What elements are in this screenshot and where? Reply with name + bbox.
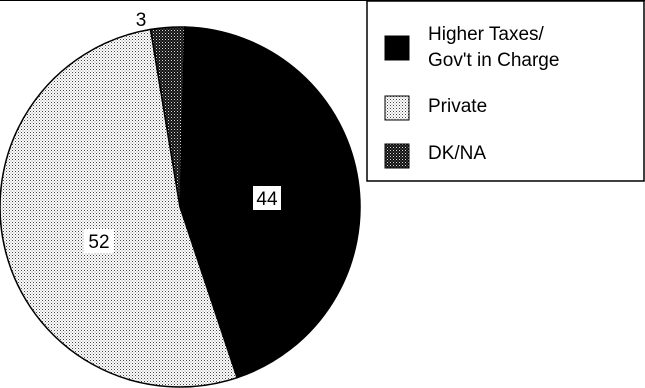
slice-private <box>0 28 239 388</box>
legend-swatch-dk-na <box>384 143 410 169</box>
slice-label-dk-na: 3 <box>136 10 147 31</box>
slice-label-higher-taxes: 44 <box>256 189 278 210</box>
legend-label-private: Private <box>428 96 487 117</box>
legend-label-dk-na: DK/NA <box>428 143 486 164</box>
legend-swatch-private <box>384 95 410 121</box>
slice-label-box-higher-taxes <box>253 186 281 210</box>
legend-label-higher-taxes-line2: Gov't in Charge <box>428 50 559 71</box>
slice-dk-na <box>149 26 186 208</box>
legend: Higher Taxes/ Gov't in Charge Private DK… <box>366 0 645 182</box>
slice-label-box-private <box>84 229 114 253</box>
legend-swatch-higher-taxes <box>384 35 410 61</box>
slice-label-private: 52 <box>88 232 109 253</box>
legend-frame <box>366 0 645 182</box>
legend-label-higher-taxes-line1: Higher Taxes/ <box>428 24 545 45</box>
